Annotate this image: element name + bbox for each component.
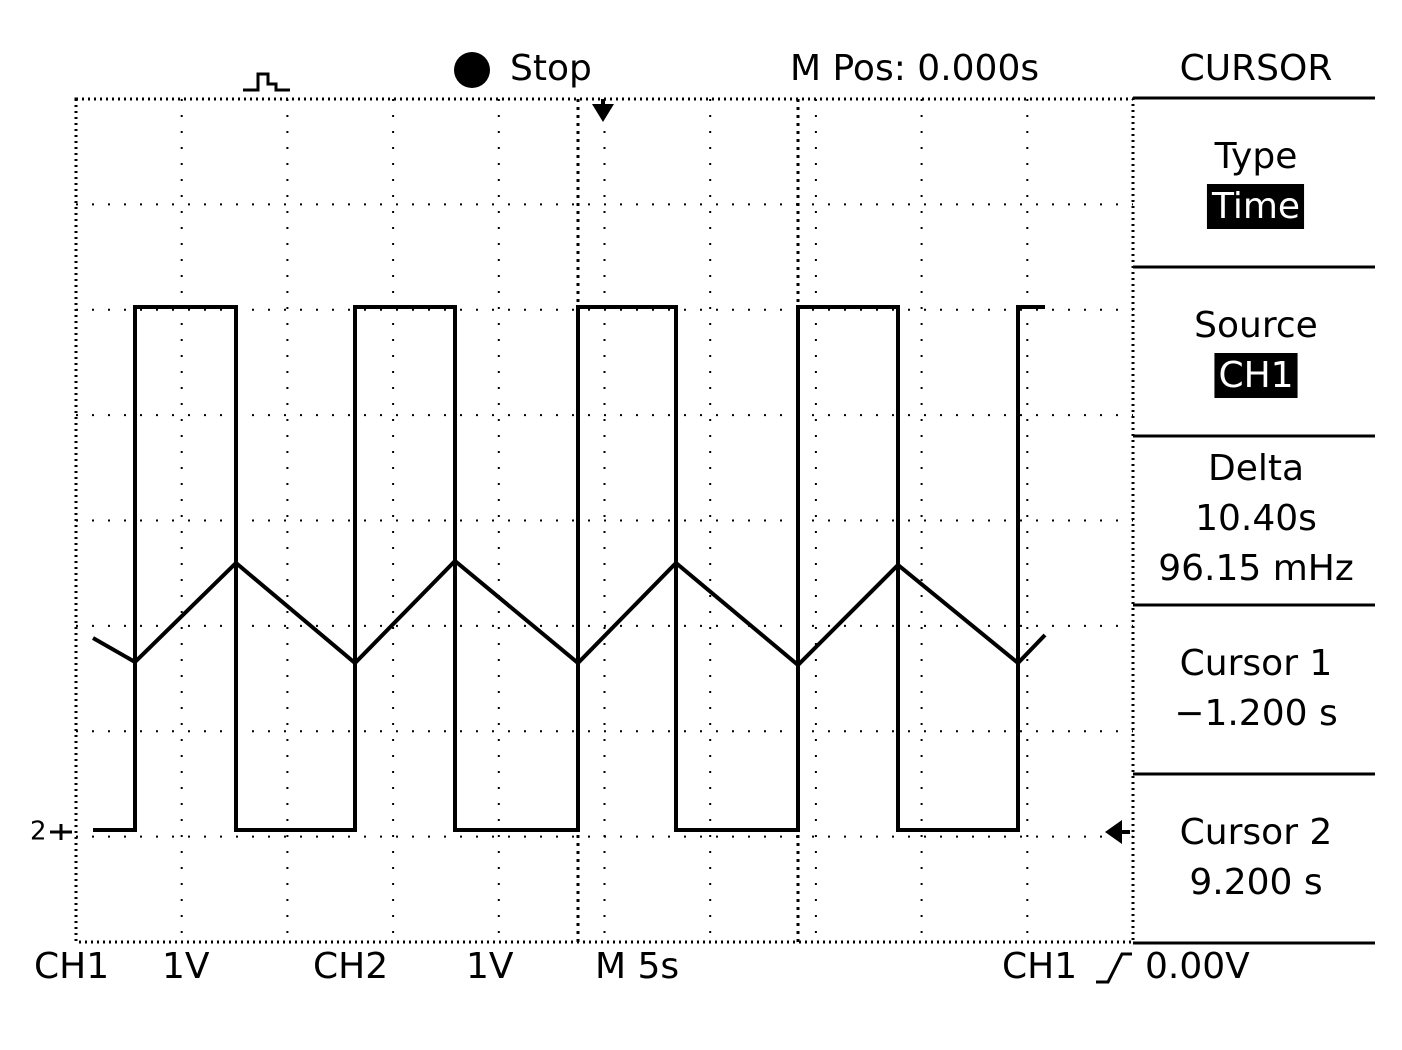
trigger-source: CH1 xyxy=(1002,946,1077,987)
run-indicator xyxy=(454,52,490,88)
menu-value: 10.40s xyxy=(1195,498,1317,539)
ch2-marker-arrow xyxy=(50,824,72,840)
trigger-level-marker xyxy=(1105,820,1130,844)
menu-value-highlight xyxy=(1206,184,1305,229)
menu-title: CURSOR xyxy=(1180,48,1333,89)
ch1-square-wave xyxy=(93,305,1045,832)
trigger-position-marker xyxy=(592,99,614,122)
ch2-scale: 1V xyxy=(466,946,514,987)
ch2-marker: 2 xyxy=(30,817,47,847)
trigger-slope-icon xyxy=(1096,952,1132,984)
menu-value-highlight xyxy=(1214,353,1298,398)
timebase: M 5s xyxy=(595,946,679,987)
ch2-triangle-wave xyxy=(92,558,1047,668)
status: Stop xyxy=(510,48,592,89)
graticule xyxy=(76,99,1133,942)
menu-label: Delta xyxy=(1208,448,1304,489)
ch1-label: CH1 xyxy=(34,946,109,987)
menu-label: Source xyxy=(1194,305,1318,346)
ch2-label: CH2 xyxy=(313,946,388,987)
menu-value: Time xyxy=(1211,186,1300,227)
ch1-scale: 1V xyxy=(162,946,210,987)
menu-value: 96.15 mHz xyxy=(1158,548,1354,589)
menu-label: Cursor 2 xyxy=(1180,812,1333,853)
trigger-level: 0.00V xyxy=(1145,946,1250,987)
menu-label: Cursor 1 xyxy=(1180,643,1333,684)
menu-value: −1.200 s xyxy=(1174,693,1337,734)
acquire-icon xyxy=(243,72,290,92)
position: M Pos: 0.000s xyxy=(790,48,1039,89)
menu-label: Type xyxy=(1214,136,1298,177)
side-menu: Type Time Source CH1 Delta 10.40s 96.15 mHz Cur… xyxy=(1133,96,1375,945)
menu-value: 9.200 s xyxy=(1189,862,1322,903)
menu-value: CH1 xyxy=(1218,355,1293,396)
